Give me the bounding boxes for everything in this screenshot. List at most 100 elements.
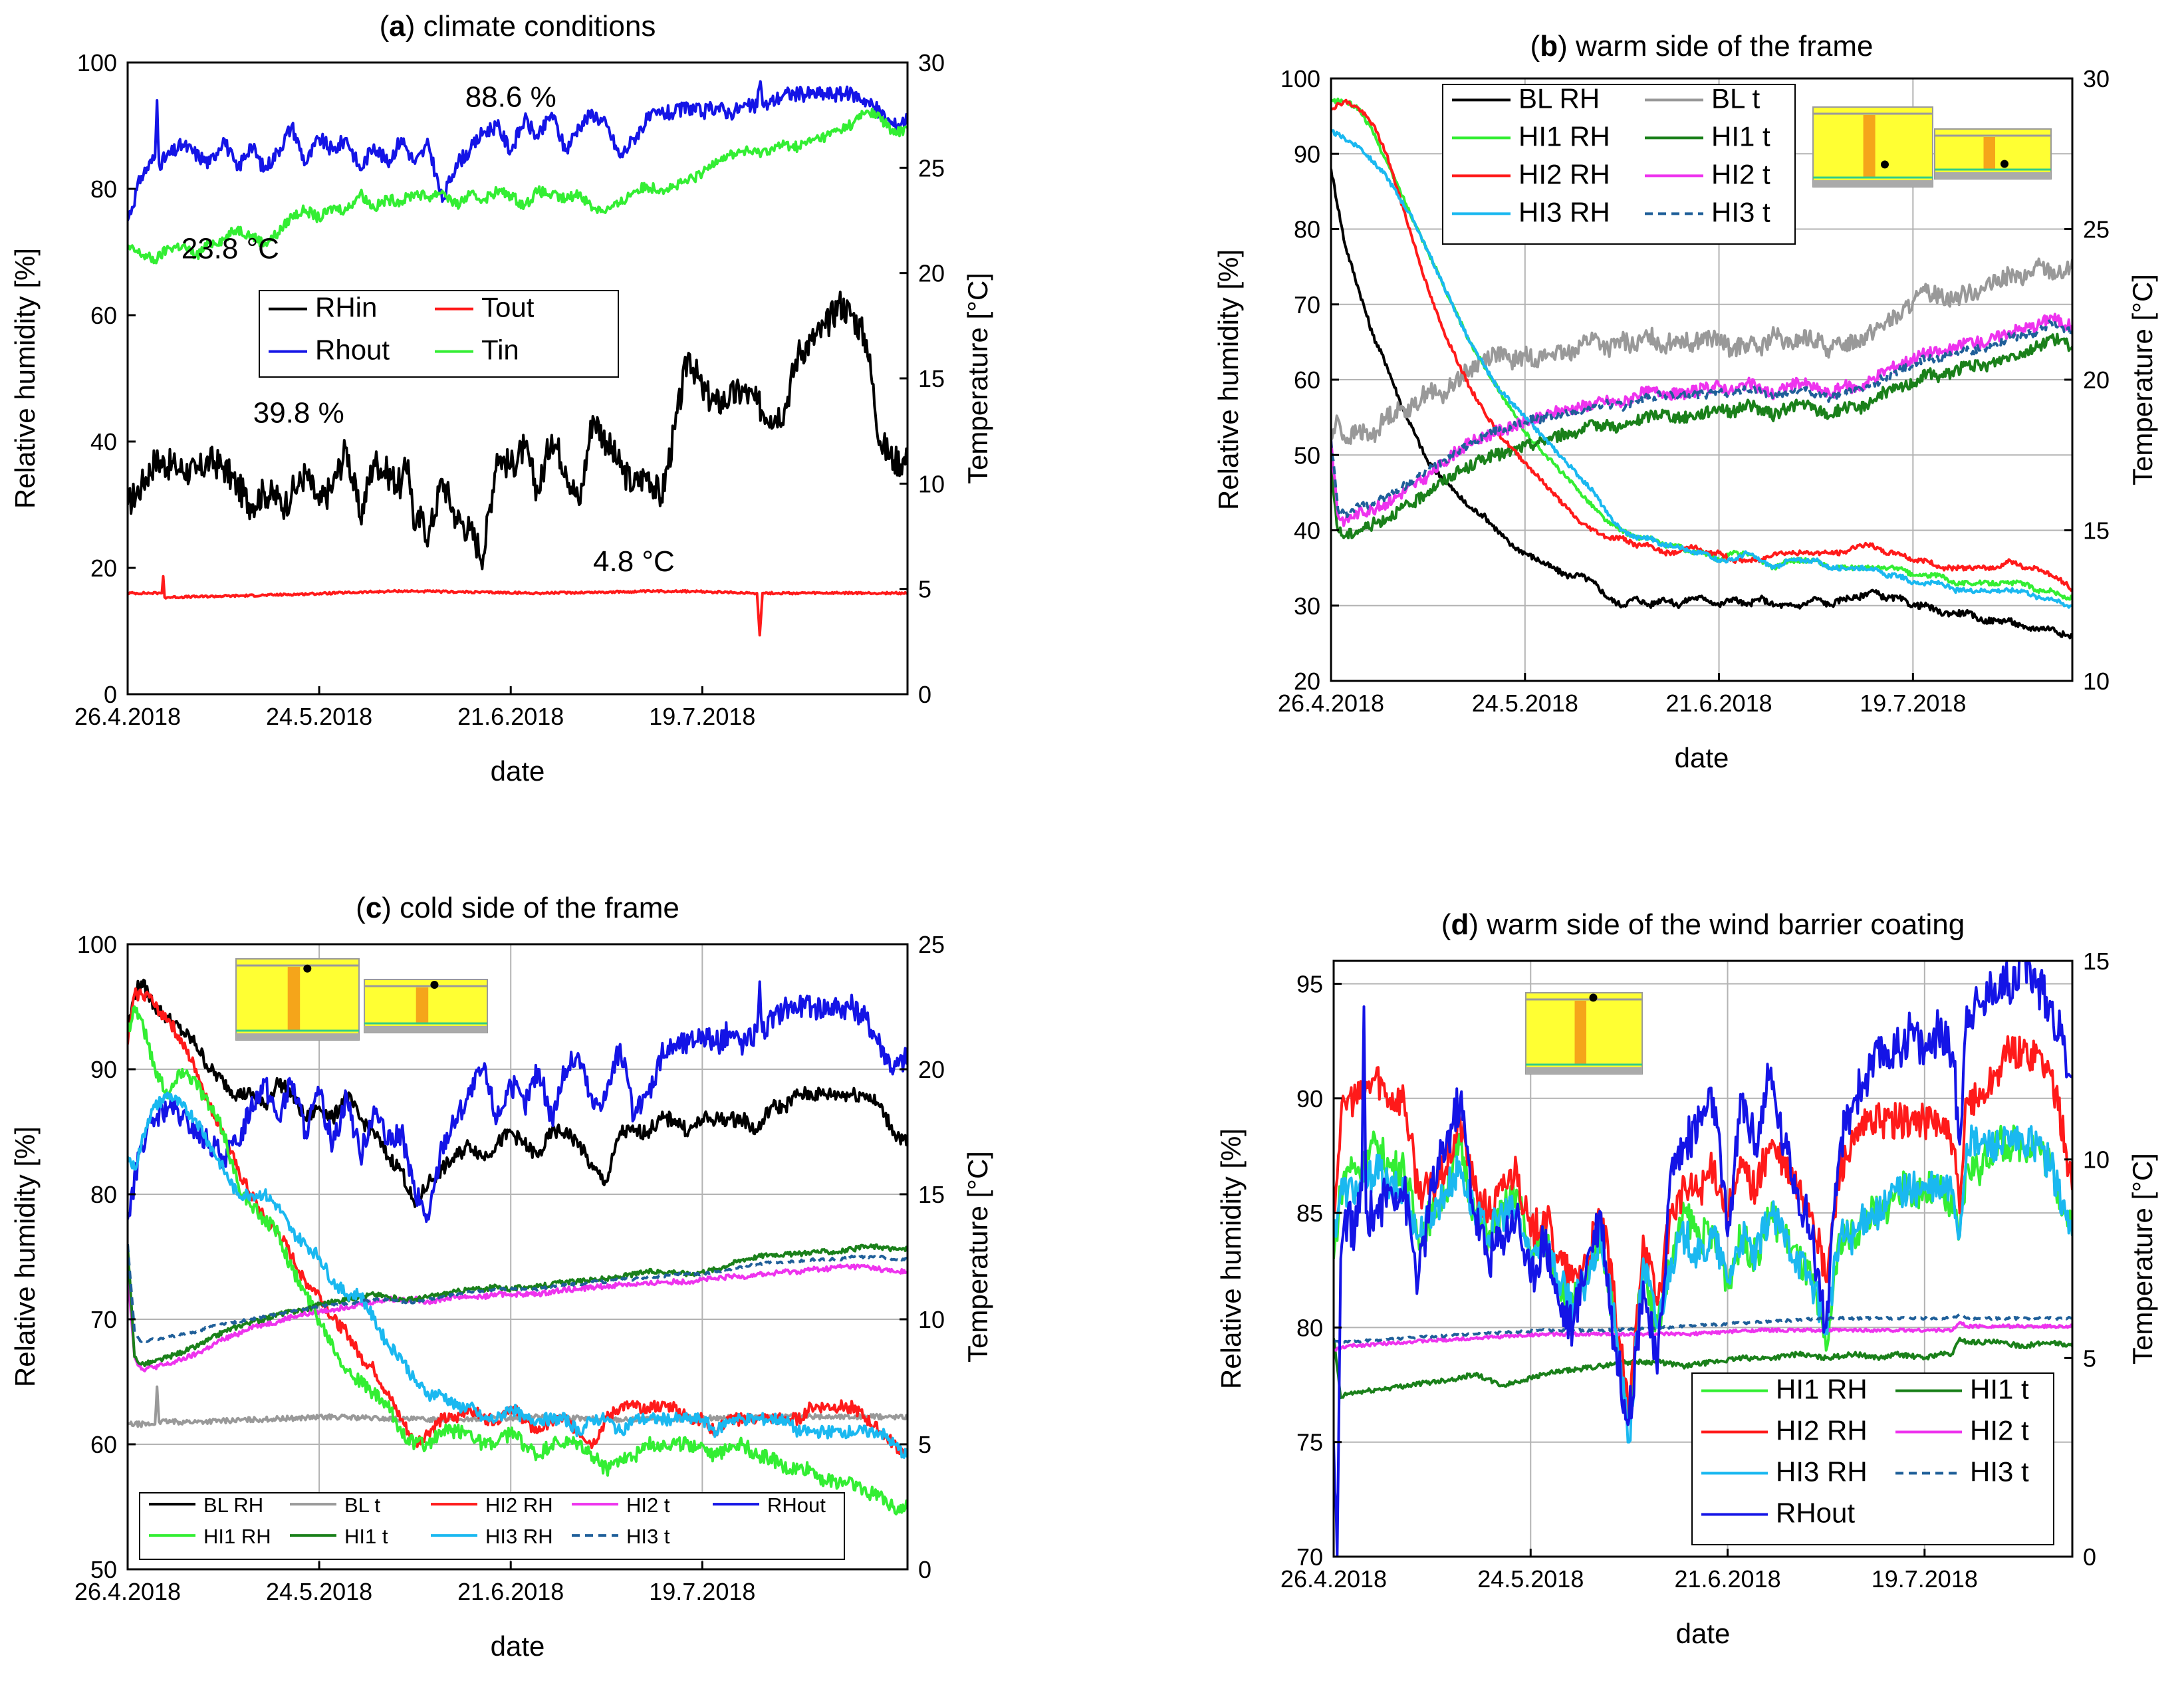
legend-box <box>259 290 619 378</box>
y2-axis-label: Temperature [°C] <box>962 1151 993 1362</box>
legend: HI1 RH HI1 t HI2 RH HI2 t HI3 RH HI3 t RHout <box>1691 1372 2054 1545</box>
series-line-hi1-rh <box>128 1005 908 1515</box>
y-tick-label: 90 <box>1294 140 1320 168</box>
series-line-hi2-rh <box>1334 1035 2072 1421</box>
legend-label: BL t <box>344 1493 380 1517</box>
legend-box <box>1691 1372 2054 1545</box>
annotation-label: 4.8 °C <box>593 545 675 578</box>
legend-label: HI2 RH <box>485 1493 553 1517</box>
legend: BL RH BL t HI1 RH HI1 t HI2 RH HI2 t HI3 RH HI3… <box>1442 82 1796 245</box>
y-tick-label: 60 <box>1294 366 1320 394</box>
x-tick-label: 21.6.2018 <box>457 1578 564 1605</box>
sensor-schematic <box>1812 106 1933 188</box>
chart-panel-c: 50 60 70 80 90 100 0 5 10 15 20 25 26.4.2018 24.5.201… <box>9 892 993 1662</box>
series-line-hi3-rh <box>1334 1124 2072 1444</box>
x-tick-label: 26.4.2018 <box>74 703 181 730</box>
legend-label: HI3 t <box>1711 196 1770 227</box>
y-tick-label: 80 <box>1296 1314 1323 1341</box>
sensor-schematic <box>1525 992 1643 1075</box>
title-letter: c <box>366 892 382 924</box>
y2-tick-label: 5 <box>918 576 931 603</box>
series-line-rhout <box>128 80 908 221</box>
y-tick-label: 80 <box>90 1181 117 1208</box>
annotation-label: 23.8 °C <box>182 233 279 265</box>
legend-label: HI2 t <box>626 1493 670 1517</box>
series-line-tout <box>128 575 908 637</box>
y-tick-label: 50 <box>1294 442 1320 469</box>
legend-label: HI1 t <box>1711 120 1770 152</box>
series-line-bl-rh <box>1331 168 2072 640</box>
y2-axis-label: Temperature [°C] <box>2127 274 2158 485</box>
series-line-bl-t <box>1331 257 2072 445</box>
title-letter: a <box>389 10 406 43</box>
axes-frame <box>1332 960 2074 1558</box>
chart-panel-b: 20 30 40 50 60 70 80 90 100 10 15 20 25 30 26.4.2018 24… <box>1213 30 2158 773</box>
x-tick-label: 19.7.2018 <box>649 1578 755 1605</box>
x-axis-label: date <box>491 1630 545 1662</box>
frame-member <box>416 987 429 1023</box>
y-tick-label: 70 <box>1296 1543 1323 1571</box>
legend-label: RHin <box>315 292 377 323</box>
series-line-hi2-t <box>1331 313 2072 527</box>
y-tick-label: 80 <box>1294 216 1320 243</box>
sensor-schematic <box>235 958 360 1041</box>
chart-title: (d) warm side of the wind barrier coatin… <box>1441 908 1965 941</box>
y2-tick-label: 10 <box>918 470 945 497</box>
y-tick-label: 100 <box>1280 65 1320 92</box>
legend-label: HI2 RH <box>1776 1414 1868 1446</box>
y2-tick-label: 20 <box>918 260 945 287</box>
title-rest: ) warm side of the frame <box>1558 30 1873 63</box>
sensor-dot <box>430 981 439 989</box>
x-tick-label: 24.5.2018 <box>1472 690 1578 717</box>
legend-label: BL RH <box>1518 82 1600 114</box>
series-line-hi2-t <box>128 1263 908 1372</box>
y-tick-label: 50 <box>90 1556 117 1583</box>
y-axis-label: Relative humidity [%] <box>9 248 41 509</box>
y-tick-label: 40 <box>90 428 117 455</box>
y2-tick-label: 5 <box>2083 1345 2096 1372</box>
series-line-tin <box>128 107 908 265</box>
series-group <box>1331 97 2072 640</box>
sensor-schematic <box>1934 128 2052 180</box>
sensor-schematic <box>364 979 488 1033</box>
title-letter: d <box>1451 908 1469 941</box>
sensor-dot <box>303 964 312 973</box>
y-tick-label: 70 <box>1294 291 1320 319</box>
y-tick-label: 80 <box>90 176 117 203</box>
legend-label: HI1 RH <box>203 1525 271 1548</box>
cladding <box>1526 1067 1642 1074</box>
series-line-rhout <box>128 980 908 1224</box>
sensor-dot <box>1881 160 1889 169</box>
y-tick-label: 75 <box>1296 1429 1323 1456</box>
legend-label: BL t <box>1711 82 1760 114</box>
legend-label: HI2 RH <box>1518 158 1610 190</box>
y-axis-label: Relative humidity [%] <box>1215 1128 1247 1389</box>
series-line-rhin <box>128 291 908 571</box>
y2-tick-label: 5 <box>918 1431 931 1458</box>
y2-tick-label: 20 <box>2083 366 2110 394</box>
legend-label: HI3 RH <box>1776 1456 1868 1487</box>
x-tick-label: 24.5.2018 <box>1477 1565 1584 1593</box>
y2-tick-label: 10 <box>918 1306 945 1333</box>
series-line-hi3-t <box>1334 1313 2072 1345</box>
legend-label: HI3 t <box>1970 1456 2029 1487</box>
legend: RHin Tout Rhout Tin <box>259 290 619 378</box>
series-line-hi1-t <box>1334 1337 2072 1400</box>
legend-label: HI3 RH <box>1518 196 1610 227</box>
series-line-hi1-t <box>1331 332 2072 540</box>
chart-title: (a) climate conditions <box>380 10 656 43</box>
x-tick-label: 24.5.2018 <box>266 703 372 730</box>
y2-tick-label: 20 <box>918 1056 945 1083</box>
series-group <box>128 80 908 637</box>
cladding <box>1935 172 2051 179</box>
x-tick-label: 24.5.2018 <box>266 1578 372 1605</box>
frame-member <box>1863 115 1876 178</box>
frame-member <box>1574 1001 1586 1065</box>
legend-label: RHout <box>1776 1497 1855 1528</box>
y2-tick-label: 25 <box>2083 216 2110 243</box>
legend-box <box>1442 84 1796 245</box>
legend-label: HI1 t <box>1970 1373 2029 1404</box>
y-tick-label: 40 <box>1294 517 1320 545</box>
title-rest: ) cold side of the frame <box>382 892 679 924</box>
